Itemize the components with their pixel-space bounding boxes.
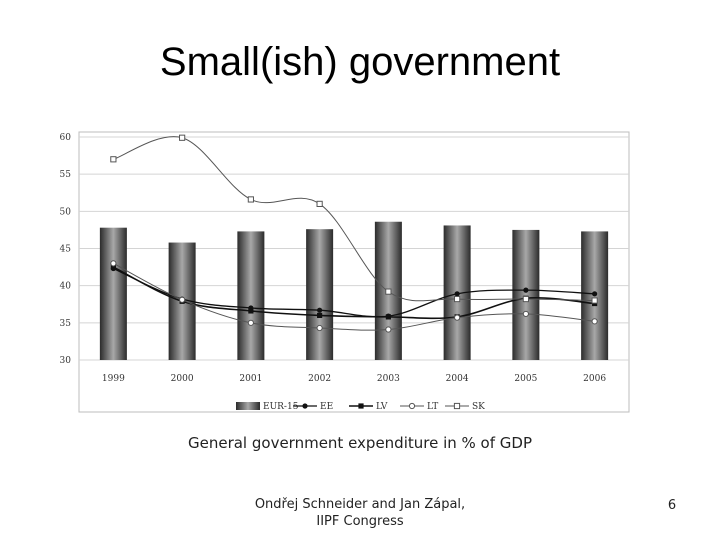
point-sk-2000 [179,134,186,141]
point-lv-1999 [110,264,116,270]
line-series-sk [113,136,595,302]
y-tick-label: 30 [60,356,72,366]
y-tick-label: 35 [60,319,72,329]
bar-eur-15-2002 [306,229,334,360]
point-sk-2003 [385,288,392,295]
point-ee-2005 [523,287,529,293]
x-tick-label: 1999 [102,374,125,384]
x-tick-label: 2003 [377,374,400,384]
y-tick-label: 60 [60,133,72,143]
chart-caption: General government expenditure in % of G… [187,434,532,452]
legend-marker-lv [358,403,364,409]
y-tick-label: 45 [60,245,72,255]
point-lt-1999 [110,260,117,267]
x-tick-label: 2005 [514,374,537,384]
point-sk-2002 [316,200,323,208]
point-lt-2000 [179,296,186,303]
x-tick-label: 2006 [583,374,606,384]
point-sk-1999 [110,156,117,163]
x-tick-label: 2001 [239,374,262,384]
x-tick-label: 2000 [171,374,194,384]
y-tick-label: 55 [60,170,72,180]
point-sk-2004 [454,295,461,303]
bar-eur-15-2001 [237,231,265,360]
line-series-ee [113,267,595,318]
slide-title: Small(ish) government [159,40,561,84]
legend-marker-ee [302,403,308,409]
point-ee-2006 [592,291,598,297]
point-ee-2004 [454,291,460,297]
x-tick-label: 2004 [446,374,469,384]
x-tick-label: 2002 [308,374,331,384]
bar-eur-15-1999 [99,227,127,360]
point-lt-2002 [316,324,323,332]
footer-line-2: IIPF Congress [316,514,404,529]
y-tick-label: 50 [60,207,72,217]
point-lt-2003 [385,326,392,333]
footer-author: Ondřej Schneider and Jan Zápal, IIPF Con… [230,496,490,530]
point-sk-2005 [522,295,529,303]
legend-marker-lt [408,402,416,410]
footer-line-1: Ondřej Schneider and Jan Zápal, [254,497,466,512]
page-number: 6 [667,498,677,513]
y-tick-label: 40 [60,282,72,292]
point-lv-2001 [248,308,254,314]
legend-swatch-eur-15 [236,402,260,410]
point-ee-2002 [317,307,323,313]
point-lv-2003 [385,314,391,320]
point-lt-2001 [247,319,254,326]
line-series-lt [113,262,595,331]
legend-label-lv: LV [376,402,388,412]
legend-marker-sk [453,402,461,410]
bar-eur-15-2005 [512,229,540,360]
point-lt-2005 [522,310,529,318]
legend-label-lt: LT [427,402,438,412]
legend-label-ee: EE [320,402,333,412]
legend-label-eur-15: EUR-15 [263,402,299,412]
chart-frame [78,131,630,413]
point-lt-2004 [454,314,461,321]
point-sk-2006 [591,297,598,304]
point-sk-2001 [247,196,254,203]
point-lt-2006 [591,318,598,325]
legend-label-sk: SK [472,402,485,412]
point-lv-2002 [317,312,323,318]
